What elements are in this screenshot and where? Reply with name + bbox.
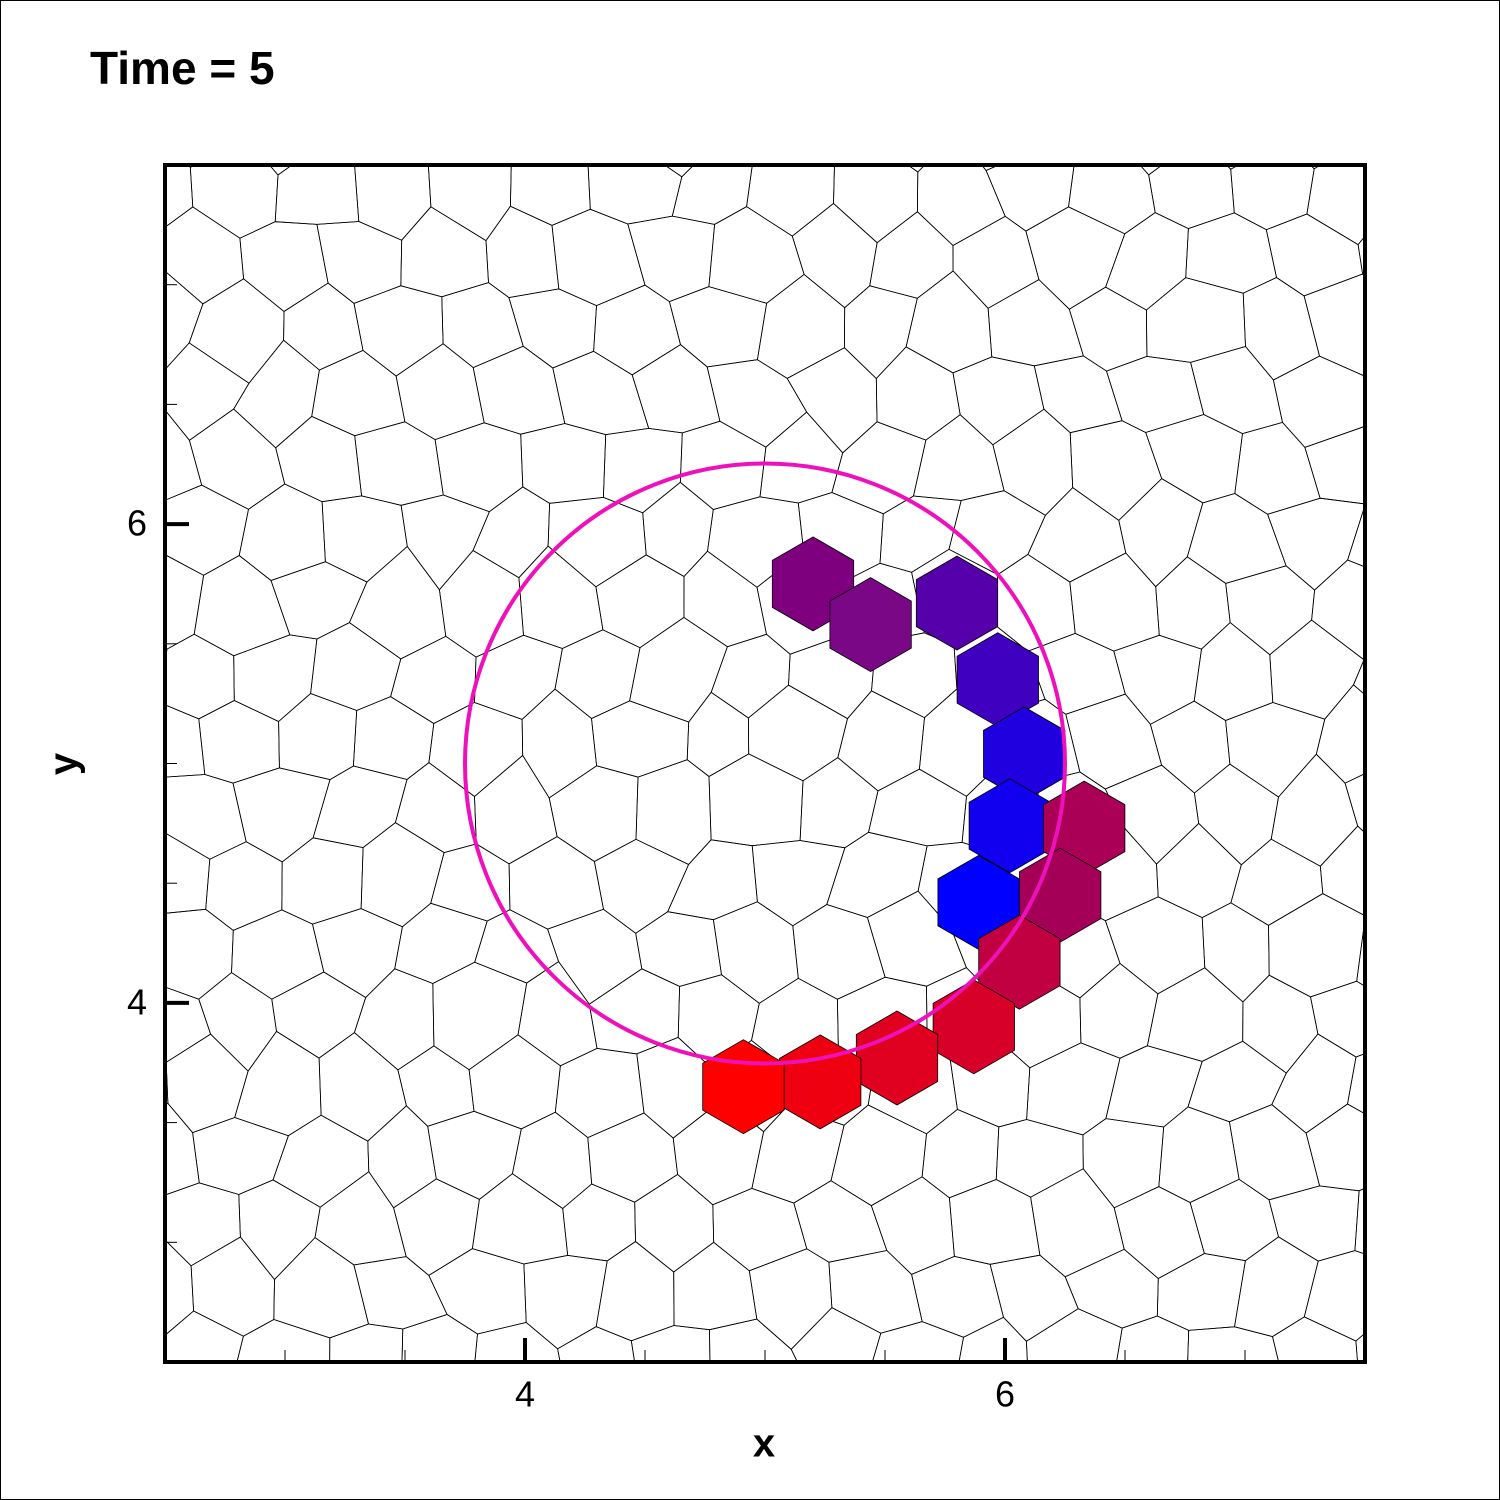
y-axis-label: y bbox=[42, 752, 86, 775]
mesh-cell bbox=[1344, 773, 1365, 834]
mesh-cell bbox=[1355, 1332, 1365, 1362]
colored-cell bbox=[855, 1010, 939, 1106]
overlay: 4 6 4 6 bbox=[127, 163, 1367, 1415]
chart-title: Time = 5 bbox=[90, 42, 275, 94]
colored-cell bbox=[978, 914, 1061, 1010]
x-axis-label: x bbox=[753, 1422, 775, 1466]
mesh-cell bbox=[1319, 825, 1365, 917]
x-tick-label: 4 bbox=[515, 1374, 535, 1415]
colored-cell bbox=[779, 1034, 862, 1130]
mesh-cell bbox=[1347, 1053, 1365, 1115]
mesh-cell bbox=[1354, 1187, 1365, 1255]
x-tick-label: 6 bbox=[995, 1374, 1015, 1415]
colored-cell bbox=[915, 555, 999, 651]
circle bbox=[463, 461, 1067, 1066]
mesh-cell bbox=[1304, 425, 1365, 505]
colored-cell bbox=[829, 577, 912, 673]
y-tick-label: 6 bbox=[127, 503, 147, 544]
mesh-cell bbox=[1357, 235, 1365, 278]
y-tick-label: 4 bbox=[127, 981, 147, 1022]
colored-cell bbox=[932, 979, 1015, 1075]
